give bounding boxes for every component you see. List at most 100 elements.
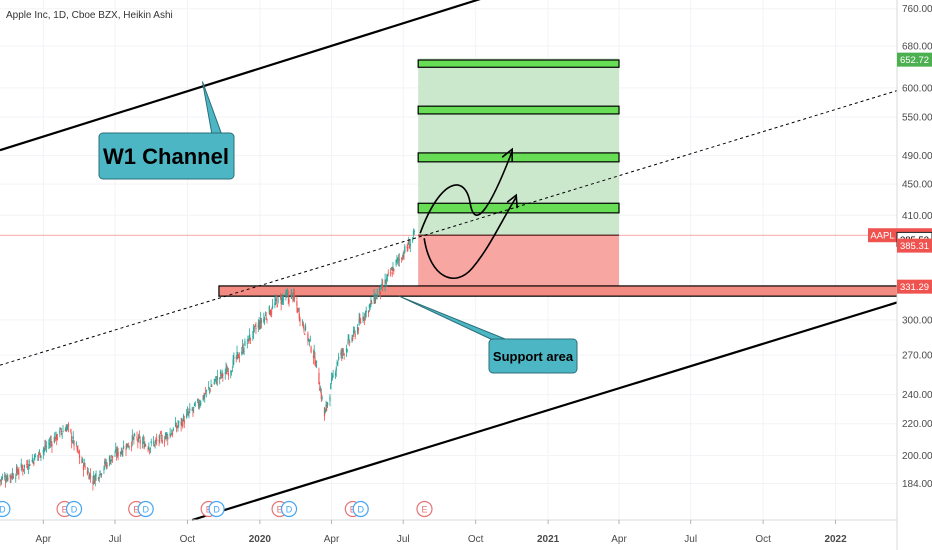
candle-body xyxy=(253,325,255,327)
candle-body xyxy=(66,426,68,430)
price-tick-label: 450.00 xyxy=(902,180,932,191)
candle-body xyxy=(0,480,2,481)
candle-body xyxy=(11,476,13,478)
candle-body xyxy=(202,395,204,401)
candle-body xyxy=(260,318,262,324)
candle-body xyxy=(49,443,51,445)
candle-body xyxy=(10,476,12,477)
candle-body xyxy=(111,454,113,458)
channel-upper-line xyxy=(0,0,481,152)
candle-body xyxy=(67,424,70,426)
candle-body xyxy=(209,389,211,391)
candle-body xyxy=(390,268,393,271)
candle-body xyxy=(45,445,47,448)
candle-body xyxy=(1,476,3,479)
candle-body xyxy=(89,474,92,477)
candle-body xyxy=(93,474,95,479)
price-tick-label: 200.00 xyxy=(902,451,932,462)
candle-body xyxy=(175,426,178,429)
candle-body xyxy=(208,387,211,389)
candle-body xyxy=(199,404,201,405)
candle-body xyxy=(197,399,199,402)
candle-body xyxy=(378,287,381,292)
arrow-path-lower xyxy=(423,196,517,279)
candle-body xyxy=(232,359,234,367)
price-tag-symbol-bg xyxy=(868,228,897,243)
candle-body xyxy=(319,389,322,391)
candle-body xyxy=(76,446,78,451)
candle-body xyxy=(43,448,45,450)
candle-body xyxy=(299,318,301,322)
candle-body xyxy=(364,317,366,319)
candle-body xyxy=(380,284,382,290)
candle-body xyxy=(222,374,224,377)
candle-body xyxy=(313,350,315,354)
candle-body xyxy=(255,328,257,330)
candle-body xyxy=(84,465,86,468)
channel-lower-line xyxy=(191,301,898,522)
candle-body xyxy=(18,472,20,474)
candle-body xyxy=(71,436,73,442)
candle-body xyxy=(371,302,373,305)
price-tick-label: 410.00 xyxy=(902,211,932,222)
candle-body xyxy=(9,474,11,478)
projection-arrows xyxy=(419,147,518,279)
candle-body xyxy=(55,431,57,437)
time-tick-label: 2021 xyxy=(537,534,560,545)
event-marker-label: E xyxy=(421,505,427,515)
candle-body xyxy=(167,436,169,440)
candle-body xyxy=(128,446,130,447)
candle-body xyxy=(249,334,251,340)
candle-body xyxy=(26,463,28,465)
candle-body xyxy=(358,319,360,325)
candle-body xyxy=(335,367,337,371)
candle-body xyxy=(315,364,317,367)
candle-body xyxy=(155,439,157,441)
candle-body xyxy=(216,376,218,380)
candle-body xyxy=(309,339,311,341)
time-tick-label: Apr xyxy=(611,534,627,545)
candle-body xyxy=(4,479,7,482)
candle-body xyxy=(60,428,62,429)
candle-body xyxy=(271,311,273,313)
candle-body xyxy=(320,392,322,399)
candle-body xyxy=(386,278,388,281)
candle-body xyxy=(62,430,64,432)
candle-body xyxy=(164,436,166,439)
candle-body xyxy=(257,324,259,328)
candle-body xyxy=(248,339,250,344)
candle-body xyxy=(163,441,166,443)
candle-body xyxy=(375,297,378,299)
candle-body xyxy=(131,435,133,442)
candle-body xyxy=(142,439,144,440)
candle-body xyxy=(277,296,279,303)
candle-body xyxy=(401,258,403,259)
candle-body xyxy=(180,421,182,425)
candle-body xyxy=(331,375,333,379)
candle-body xyxy=(120,451,122,453)
candle-body xyxy=(88,475,90,480)
candle-body xyxy=(401,259,404,261)
candle-body xyxy=(198,404,200,407)
mid-dashed-line xyxy=(0,90,898,366)
candle-body xyxy=(7,477,9,481)
candle-body xyxy=(297,308,300,310)
candle-body xyxy=(254,325,256,326)
dividend-marker xyxy=(280,500,298,518)
candle-body xyxy=(115,452,118,456)
candle-body xyxy=(127,446,129,448)
candle-body xyxy=(342,350,344,352)
candle-body xyxy=(281,297,283,303)
candle-body xyxy=(303,327,305,331)
candle-body xyxy=(15,466,18,473)
candle-body xyxy=(233,357,235,359)
candle-body xyxy=(264,317,266,320)
candle-body xyxy=(169,432,171,437)
candle-body xyxy=(22,469,24,471)
candle-body xyxy=(67,425,69,427)
candle-body xyxy=(126,443,129,447)
candle-body xyxy=(304,333,306,335)
target-band xyxy=(417,59,620,68)
candle-body xyxy=(364,312,367,317)
